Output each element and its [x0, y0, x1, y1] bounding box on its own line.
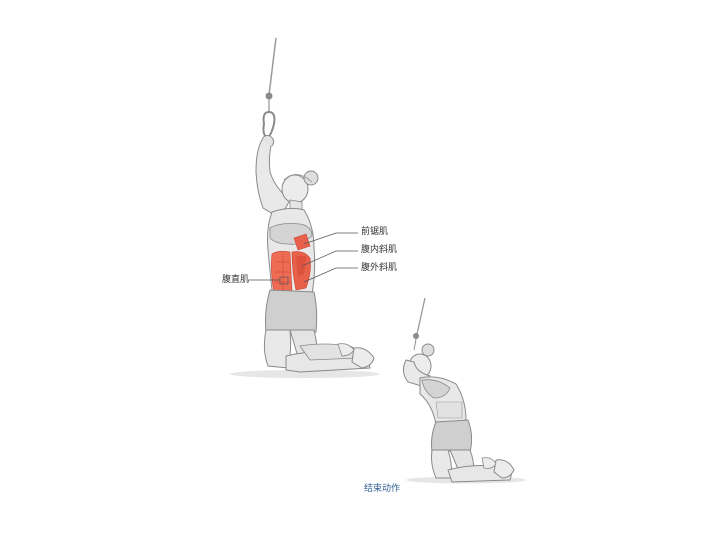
caption-finish-position: 结束动作 — [364, 484, 401, 494]
label-internal-oblique: 腹内斜肌 — [361, 245, 398, 255]
cable-pulley-ball — [265, 92, 273, 100]
label-serratus: 前锯肌 — [361, 227, 389, 237]
start-position-figure — [230, 37, 380, 378]
highlighted-muscles — [271, 233, 311, 295]
internal-oblique-muscle — [296, 256, 306, 276]
foot-start — [351, 347, 375, 369]
finish-position-figure — [402, 297, 526, 484]
rectus-abdominis-muscle — [271, 251, 293, 295]
floor-shadow-start — [230, 370, 380, 378]
label-external-oblique: 腹外斜肌 — [361, 263, 398, 273]
shorts-finish — [431, 419, 473, 455]
cable-handle — [262, 110, 276, 140]
shorts-start — [265, 289, 318, 335]
hair-bun-start — [303, 170, 319, 186]
cable-finish — [416, 297, 426, 335]
serratus-muscle — [293, 233, 311, 251]
label-leader-lines — [248, 232, 358, 285]
hair-bun-finish — [421, 343, 435, 357]
cable-start — [268, 37, 277, 96]
label-rectus-abdominis: 腹直肌 — [222, 275, 250, 285]
